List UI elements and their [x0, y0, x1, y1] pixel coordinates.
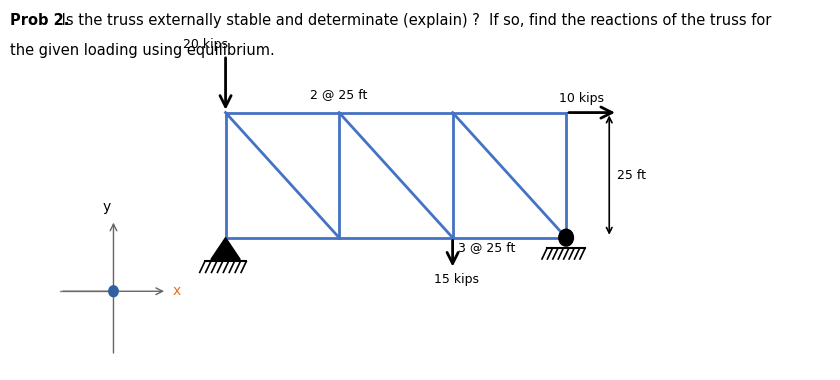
Circle shape: [559, 229, 574, 246]
Text: 25 ft: 25 ft: [617, 169, 646, 182]
Text: Prob 2.: Prob 2.: [10, 13, 70, 28]
Text: 10 kips: 10 kips: [559, 92, 604, 105]
Text: 3 @ 25 ft: 3 @ 25 ft: [458, 241, 515, 253]
Text: y: y: [102, 200, 111, 214]
Text: 15 kips: 15 kips: [434, 273, 480, 287]
Text: 2 @ 25 ft: 2 @ 25 ft: [311, 88, 368, 101]
Polygon shape: [211, 238, 240, 260]
Text: 20 kips: 20 kips: [183, 38, 228, 51]
Text: the given loading using equilibrium.: the given loading using equilibrium.: [10, 43, 275, 58]
Text: x: x: [172, 284, 181, 298]
Circle shape: [108, 286, 118, 297]
Text: Is the truss externally stable and determinate (explain) ?  If so, find the reac: Is the truss externally stable and deter…: [56, 13, 771, 28]
